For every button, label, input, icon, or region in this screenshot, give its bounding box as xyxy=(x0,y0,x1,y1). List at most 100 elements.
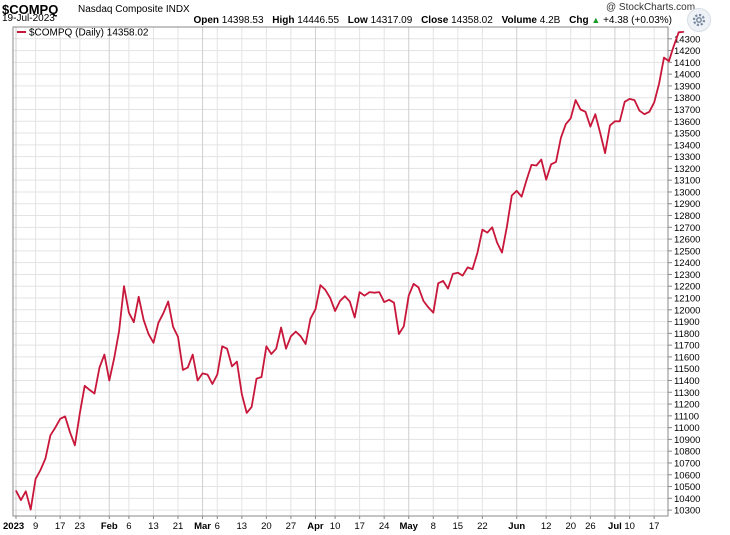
data-point xyxy=(285,348,287,350)
data-point xyxy=(113,357,115,359)
y-tick-label: 11500 xyxy=(674,364,700,375)
data-point xyxy=(147,333,150,335)
data-point xyxy=(471,268,474,270)
y-tick-label: 13700 xyxy=(674,105,700,116)
data-point xyxy=(432,312,434,314)
x-tick-label: Feb xyxy=(101,521,118,532)
watermark[interactable]: @ StockCharts.com xyxy=(606,2,696,13)
data-point xyxy=(535,164,538,167)
data-point xyxy=(653,101,655,103)
data-point xyxy=(182,369,184,371)
data-point xyxy=(638,110,641,112)
data-point xyxy=(363,295,366,297)
data-point xyxy=(241,393,243,395)
ohlc-stats: Open 14398.53 High 14446.55 Low 14317.09… xyxy=(193,15,678,26)
x-axis: 2023 9 17 23 Feb 6 13 21 Mar 6 13 20 27 Apr 10 17 24 May 8… xyxy=(3,516,659,532)
data-point xyxy=(555,161,557,163)
x-tick-label: 10 xyxy=(624,521,635,532)
chart-grid xyxy=(13,27,668,516)
data-point xyxy=(521,196,523,198)
data-point xyxy=(624,101,626,103)
data-point xyxy=(54,427,56,429)
y-tick-label: 13400 xyxy=(674,140,700,151)
data-point xyxy=(663,57,665,59)
data-point xyxy=(192,354,194,356)
data-point xyxy=(300,335,302,337)
y-tick-label: 12400 xyxy=(674,258,700,269)
data-point xyxy=(359,291,361,293)
data-point xyxy=(388,299,390,301)
y-tick-label: 13300 xyxy=(674,152,700,163)
data-point xyxy=(584,111,587,113)
y-tick-label: 12100 xyxy=(674,294,700,305)
data-point xyxy=(103,354,105,356)
y-tick-label: 13200 xyxy=(674,164,700,175)
data-point xyxy=(187,366,189,369)
data-point xyxy=(604,152,606,154)
data-point xyxy=(143,319,145,321)
data-point xyxy=(20,499,22,501)
data-point xyxy=(93,392,96,395)
data-point xyxy=(305,343,307,345)
data-point xyxy=(447,288,449,290)
chart-legend: $COMPQ (Daily) 14358.02 xyxy=(17,28,149,39)
data-point xyxy=(614,120,616,122)
data-point xyxy=(309,318,312,320)
data-point xyxy=(565,123,567,125)
open-value: 14398.53 xyxy=(221,15,264,26)
data-point xyxy=(437,282,439,284)
y-tick-label: 10700 xyxy=(674,458,700,469)
open-label: Open xyxy=(193,15,220,26)
data-point xyxy=(496,242,498,244)
data-point xyxy=(545,179,547,181)
y-tick-label: 10800 xyxy=(674,447,700,458)
y-tick-label: 11100 xyxy=(674,411,699,422)
y-tick-label: 11200 xyxy=(674,400,700,411)
data-point xyxy=(123,285,125,287)
data-point xyxy=(15,490,17,492)
data-point xyxy=(594,113,596,115)
data-point xyxy=(427,306,429,308)
x-tick-label: 23 xyxy=(75,521,86,532)
legend-label: $COMPQ (Daily) 14358.02 xyxy=(29,28,149,39)
symbol-label[interactable]: $COMPQ xyxy=(2,2,59,17)
data-point xyxy=(683,31,685,33)
data-point xyxy=(339,300,341,302)
data-point xyxy=(25,490,27,492)
x-tick-label: 6 xyxy=(126,521,131,532)
x-tick-label: Apr xyxy=(307,521,324,532)
data-point xyxy=(89,389,91,391)
data-point xyxy=(383,301,385,303)
data-point xyxy=(79,412,81,415)
x-tick-label: 9 xyxy=(33,521,38,532)
x-tick-label: 8 xyxy=(431,521,436,532)
chg-label: Chg xyxy=(569,15,589,26)
data-point xyxy=(280,326,282,329)
data-point xyxy=(354,316,356,319)
y-tick-label: 11300 xyxy=(674,388,700,399)
y-tick-label: 10900 xyxy=(674,435,700,446)
data-point xyxy=(226,348,228,350)
data-point xyxy=(211,383,213,385)
gear-icon[interactable] xyxy=(687,8,711,32)
data-point xyxy=(398,333,400,335)
high-label: High xyxy=(272,15,295,26)
x-tick-label: 20 xyxy=(261,521,272,532)
data-point xyxy=(658,83,660,85)
series-line xyxy=(15,31,684,511)
data-point xyxy=(491,226,493,228)
data-point xyxy=(422,300,425,302)
y-tick-label: 11900 xyxy=(674,317,700,328)
data-point xyxy=(349,300,351,303)
y-tick-label: 10300 xyxy=(674,506,700,517)
data-point xyxy=(39,469,42,471)
data-point xyxy=(442,280,444,282)
x-tick-label: 20 xyxy=(565,521,576,532)
y-tick-label: 13900 xyxy=(674,81,700,92)
data-point xyxy=(314,308,317,310)
data-point xyxy=(84,385,86,387)
data-point xyxy=(290,335,292,337)
data-point xyxy=(260,376,263,378)
data-point xyxy=(575,99,577,101)
header-row-1: $COMPQ Nasdaq Composite INDX @ StockChar… xyxy=(0,2,730,17)
